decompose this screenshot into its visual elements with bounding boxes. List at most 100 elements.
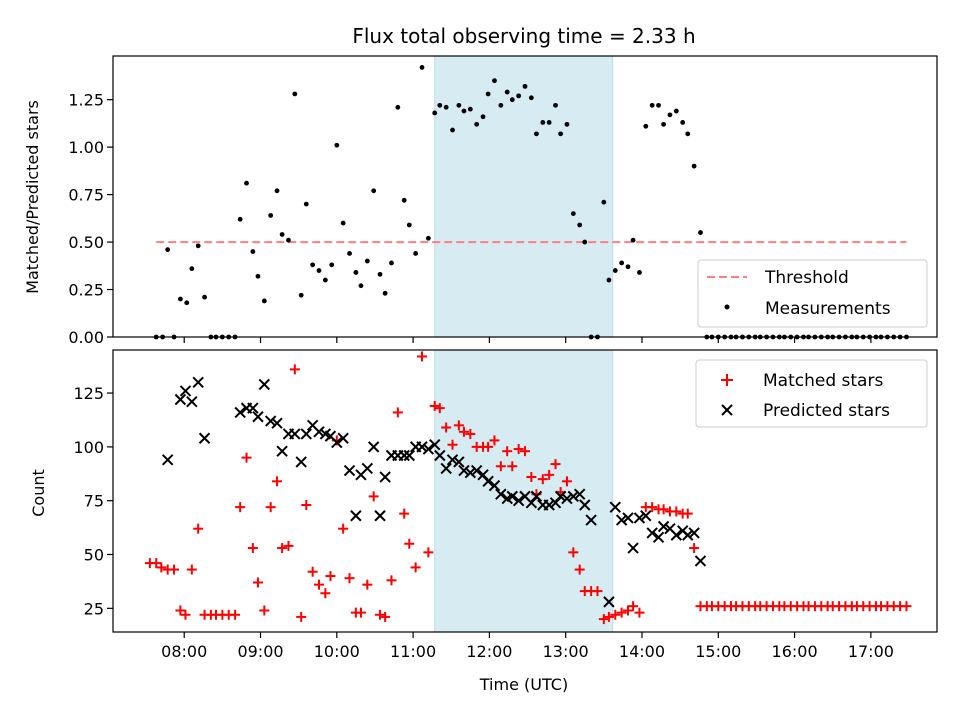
matched-point: [417, 351, 427, 362]
measurement-point: [467, 106, 473, 112]
predicted-point: [258, 378, 271, 391]
matched-point: [592, 586, 603, 597]
predicted-point: [622, 512, 634, 524]
predicted-point: [554, 490, 567, 503]
matched-point: [429, 400, 440, 411]
matched-point: [169, 564, 180, 575]
matched-point: [344, 573, 355, 584]
matched-point: [526, 472, 537, 483]
measurement-point: [237, 216, 243, 222]
matched-point: [647, 502, 658, 513]
matched-point: [682, 508, 693, 519]
count-x-tick-label: 09:00: [237, 642, 283, 661]
predicted-legend-swatch: [721, 404, 733, 416]
ratio-y-axis-label: Matched/Predicted stars: [23, 100, 42, 294]
matched-legend-label: Matched stars: [763, 371, 883, 391]
predicted-point: [561, 492, 573, 505]
measurement-point: [165, 247, 171, 253]
count-series-1: [161, 376, 707, 608]
predicted-point: [506, 490, 518, 503]
matched-point: [296, 611, 307, 622]
measurement-point: [334, 142, 340, 148]
measurement-point: [358, 283, 364, 289]
measurement-point: [419, 64, 425, 70]
matched-point: [307, 566, 318, 577]
matched-point: [634, 607, 645, 618]
predicted-point: [579, 499, 591, 511]
matched-point: [610, 609, 621, 620]
measurement-point: [661, 121, 667, 127]
count-y-axis-label: Count: [29, 469, 48, 517]
measurement-point: [406, 222, 412, 228]
predicted-point: [416, 441, 428, 453]
predicted-point: [470, 464, 483, 477]
predicted-legend-label: Predicted stars: [763, 401, 890, 421]
predicted-point: [495, 488, 507, 500]
count-y-tick-label: 100: [73, 438, 104, 457]
matched-point: [325, 571, 336, 582]
matched-point: [380, 611, 391, 622]
matched-point: [598, 614, 609, 625]
measurement-point: [582, 239, 588, 245]
matched-point: [301, 499, 312, 510]
count-plot-area: 25 50 75 100 125 08:00 09:00 10:00 11:00 12:00 13:…: [73, 349, 938, 661]
predicted-point: [640, 510, 652, 522]
measurement-point: [492, 78, 497, 84]
measurement-point: [522, 83, 528, 89]
predicted-point: [343, 464, 356, 477]
measurement-point: [443, 104, 449, 110]
measurement-point: [310, 262, 316, 268]
predicted-point: [458, 464, 470, 477]
predicted-point: [615, 514, 628, 526]
matched-point: [314, 579, 324, 590]
predicted-point: [252, 411, 264, 423]
matched-point: [392, 407, 403, 418]
threshold-legend-label: Threshold: [764, 268, 849, 288]
predicted-point: [337, 432, 349, 444]
matched-point: [355, 607, 366, 618]
measurement-point: [322, 277, 328, 283]
ratio-legend: Threshold Measurements: [697, 259, 928, 328]
predicted-point: [488, 479, 501, 492]
count-y-tick-label: 50: [84, 546, 104, 565]
predicted-point: [482, 475, 494, 488]
ratio-series-1: [153, 64, 909, 340]
predicted-point: [198, 432, 211, 444]
predicted-point: [609, 501, 621, 513]
predicted-point: [403, 449, 415, 462]
predicted-point: [350, 510, 362, 522]
matched-point: [453, 420, 464, 431]
measurement-point: [389, 260, 394, 266]
predicted-point: [174, 393, 187, 406]
measurement-point: [395, 104, 401, 110]
matched-point: [544, 469, 555, 480]
count-series-0: [144, 351, 912, 625]
measurement-point: [298, 292, 304, 298]
matched-point: [235, 502, 246, 513]
matched-point: [616, 607, 627, 618]
measurement-point: [498, 102, 504, 108]
measurement-point: [189, 266, 195, 272]
measurement-point: [268, 213, 274, 218]
count-y-tick-label: 75: [84, 492, 104, 511]
matched-point: [410, 562, 421, 573]
predicted-point: [603, 596, 615, 608]
ratio-y-tick-label: 1.00: [68, 138, 104, 157]
matched-point: [252, 577, 263, 588]
measurement-point: [461, 108, 467, 114]
measurement-point: [184, 300, 190, 306]
measurement-point: [250, 249, 256, 254]
measurement-point: [680, 120, 686, 125]
measurement-point: [401, 197, 407, 203]
ratio-legend-box: [697, 259, 928, 328]
matched-point: [495, 461, 506, 472]
measurement-point: [685, 131, 691, 137]
measurement-point: [601, 199, 607, 205]
matched-point: [283, 540, 294, 551]
predicted-point: [398, 449, 410, 462]
matched-point: [289, 364, 300, 375]
chart-title: Flux total observing time = 2.33 h: [352, 24, 695, 48]
measurement-point: [244, 180, 249, 186]
measurement-point: [673, 108, 679, 114]
